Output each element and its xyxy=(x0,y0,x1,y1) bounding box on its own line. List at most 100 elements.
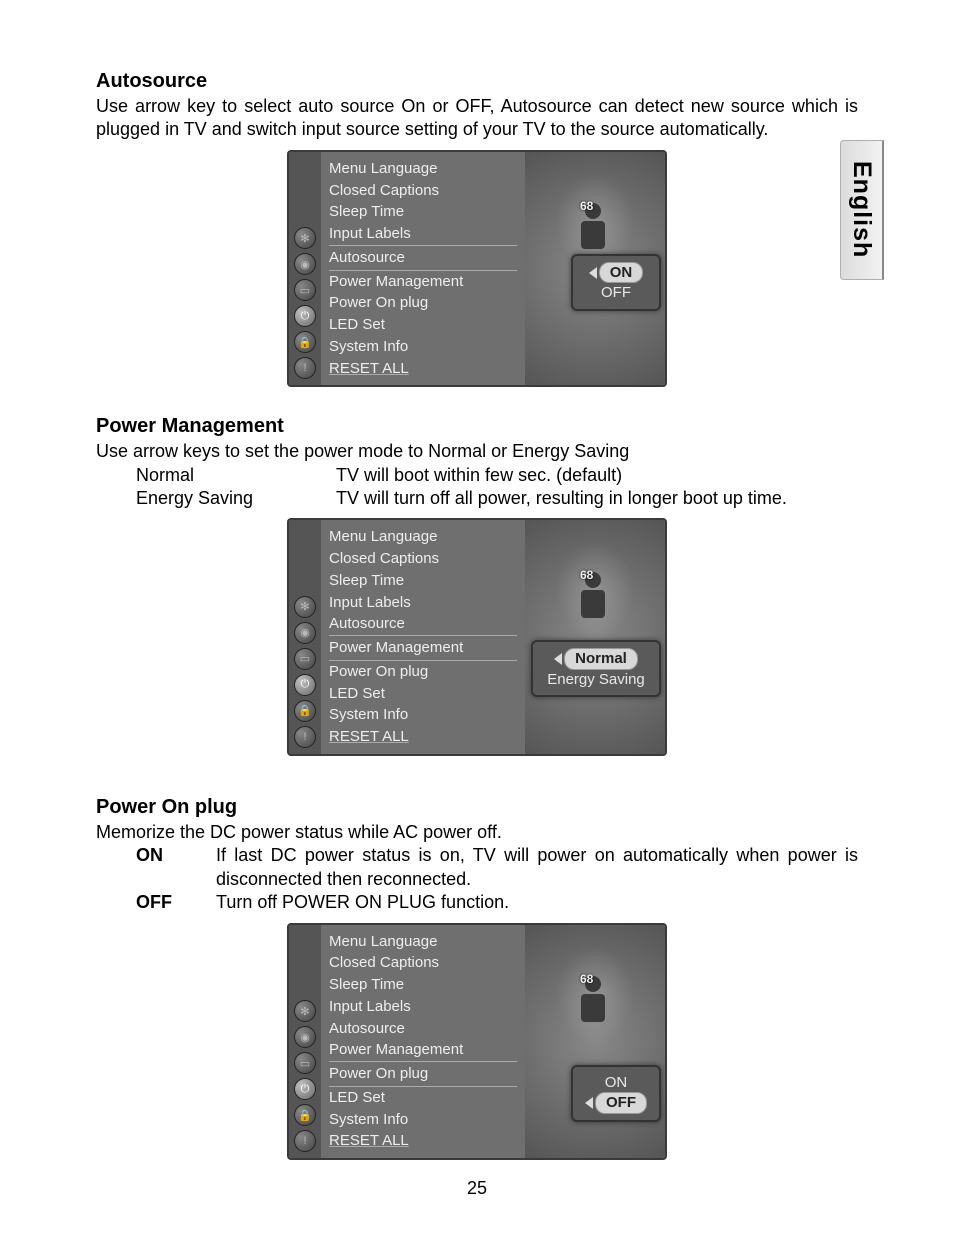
def-text: If last DC power status is on, TV will p… xyxy=(216,844,858,891)
preview-player-number: 68 xyxy=(580,568,593,582)
osd-menu-item[interactable]: Power Management xyxy=(329,1039,517,1061)
osd-menu-item[interactable]: RESET ALL xyxy=(329,1130,517,1152)
osd-autosource: ✻◉▭⏻🔒!Menu LanguageClosed CaptionsSleep … xyxy=(287,150,667,388)
section-power-on-plug: Power On plug Memorize the DC power stat… xyxy=(96,796,858,1160)
osd-menu-item[interactable]: Power On plug xyxy=(329,1061,517,1087)
osd-option-panel: ONOFF xyxy=(571,254,661,311)
osd-menu-item[interactable]: LED Set xyxy=(329,1087,517,1109)
section-autosource: Autosource Use arrow key to select auto … xyxy=(96,70,858,387)
osd-menu-item[interactable]: RESET ALL xyxy=(329,358,517,380)
osd-option-panel: ONOFF xyxy=(571,1065,661,1122)
osd-category-icon[interactable]: 🔒 xyxy=(294,331,316,353)
osd-option[interactable]: Energy Saving xyxy=(539,670,653,690)
def-label: OFF xyxy=(136,891,216,914)
def-row: Energy Saving TV will turn off all power… xyxy=(136,487,858,510)
osd-icon-column: ✻ ◉ ▭ ⏻ 🔒! xyxy=(289,520,321,754)
osd-menu-item[interactable]: Menu Language xyxy=(329,526,517,548)
osd-option-selected[interactable]: Normal xyxy=(564,648,638,670)
osd-category-icon[interactable]: ◉ xyxy=(294,253,316,275)
def-row: Normal TV will boot within few sec. (def… xyxy=(136,464,858,487)
osd-menu-item[interactable]: Autosource xyxy=(329,245,517,271)
def-row: ON If last DC power status is on, TV wil… xyxy=(136,844,858,891)
osd-option-selected[interactable]: OFF xyxy=(595,1092,647,1114)
osd-menu-list: Menu LanguageClosed CaptionsSleep TimeIn… xyxy=(321,925,525,1159)
def-label: Energy Saving xyxy=(136,487,336,510)
osd-menu-list: Menu LanguageClosed CaptionsSleep TimeIn… xyxy=(321,152,525,386)
heading-autosource: Autosource xyxy=(96,70,858,93)
osd-category-icon[interactable]: ▭ xyxy=(294,648,316,670)
osd-menu-item[interactable]: System Info xyxy=(329,1109,517,1131)
def-row: OFF Turn off POWER ON PLUG function. xyxy=(136,891,858,914)
body-autosource: Use arrow key to select auto source On o… xyxy=(96,95,858,142)
osd-menu-item[interactable]: Input Labels xyxy=(329,592,517,614)
osd-menu-item[interactable]: Power Management xyxy=(329,271,517,293)
osd-icon-column: ✻ ◉ ▭ ⏻ 🔒! xyxy=(289,925,321,1159)
language-tab: English xyxy=(840,140,884,280)
osd-menu-item[interactable]: RESET ALL xyxy=(329,726,517,748)
osd-power-mgmt: ✻◉▭⏻🔒!Menu LanguageClosed CaptionsSleep … xyxy=(287,518,667,756)
def-text: TV will boot within few sec. (default) xyxy=(336,464,858,487)
osd-menu-item[interactable]: Sleep Time xyxy=(329,570,517,592)
def-text: TV will turn off all power, resulting in… xyxy=(336,487,858,510)
osd-category-icon[interactable]: ▭ xyxy=(294,279,316,301)
osd-menu-item[interactable]: Autosource xyxy=(329,613,517,635)
osd-option-panel: NormalEnergy Saving xyxy=(531,640,661,697)
osd-option-selected[interactable]: ON xyxy=(599,262,644,284)
preview-player-number: 68 xyxy=(580,199,593,213)
osd-option[interactable]: ON xyxy=(579,1073,653,1093)
osd-category-icon[interactable]: ✻ xyxy=(294,227,316,249)
osd-category-icon[interactable]: ✻ xyxy=(294,596,316,618)
osd-menu-item[interactable]: Input Labels xyxy=(329,223,517,245)
osd-menu-item[interactable]: Closed Captions xyxy=(329,952,517,974)
osd-category-icon[interactable]: ! xyxy=(294,726,316,748)
heading-power-on-plug: Power On plug xyxy=(96,796,858,819)
osd-menu-item[interactable]: Autosource xyxy=(329,1018,517,1040)
osd-menu-item[interactable]: Sleep Time xyxy=(329,201,517,223)
heading-power-mgmt: Power Management xyxy=(96,415,858,438)
osd-menu-item[interactable]: Power Management xyxy=(329,635,517,661)
def-label: ON xyxy=(136,844,216,891)
osd-category-icon[interactable]: ✻ xyxy=(294,1000,316,1022)
osd-category-icon[interactable]: ◉ xyxy=(294,622,316,644)
left-arrow-icon xyxy=(585,1097,593,1109)
osd-menu-item[interactable]: Menu Language xyxy=(329,931,517,953)
def-text: Turn off POWER ON PLUG function. xyxy=(216,891,858,914)
osd-option[interactable]: OFF xyxy=(579,283,653,303)
language-tab-label: English xyxy=(847,161,876,258)
osd-preview-image: 68 xyxy=(525,925,665,1159)
osd-category-icon[interactable]: 🔒 xyxy=(294,1104,316,1126)
osd-category-icon[interactable]: ! xyxy=(294,357,316,379)
osd-menu-item[interactable]: Power On plug xyxy=(329,292,517,314)
page-number: 25 xyxy=(0,1178,954,1199)
osd-menu-item[interactable]: System Info xyxy=(329,704,517,726)
osd-category-icon[interactable]: ▭ xyxy=(294,1052,316,1074)
osd-category-icon[interactable]: ⏻ xyxy=(294,305,316,327)
osd-menu-item[interactable]: Closed Captions xyxy=(329,180,517,202)
osd-menu-item[interactable]: Sleep Time xyxy=(329,974,517,996)
osd-menu-item[interactable]: LED Set xyxy=(329,314,517,336)
osd-preview-column: 68 NormalEnergy Saving xyxy=(525,520,665,754)
osd-preview-column: 68 ONOFF xyxy=(525,152,665,386)
osd-category-icon[interactable]: ◉ xyxy=(294,1026,316,1048)
defs-power-on-plug: ON If last DC power status is on, TV wil… xyxy=(136,844,858,914)
osd-menu-item[interactable]: Input Labels xyxy=(329,996,517,1018)
body-power-mgmt: Use arrow keys to set the power mode to … xyxy=(96,440,858,463)
osd-preview-column: 68ONOFF xyxy=(525,925,665,1159)
body-power-on-plug: Memorize the DC power status while AC po… xyxy=(96,821,858,844)
osd-icon-column: ✻ ◉ ▭ ⏻ 🔒! xyxy=(289,152,321,386)
left-arrow-icon xyxy=(554,653,562,665)
def-label: Normal xyxy=(136,464,336,487)
osd-category-icon[interactable]: ! xyxy=(294,1130,316,1152)
osd-menu-item[interactable]: Closed Captions xyxy=(329,548,517,570)
osd-menu-item[interactable]: System Info xyxy=(329,336,517,358)
osd-category-icon[interactable]: 🔒 xyxy=(294,700,316,722)
section-power-mgmt: Power Management Use arrow keys to set t… xyxy=(96,415,858,756)
osd-category-icon[interactable]: ⏻ xyxy=(294,674,316,696)
osd-menu-list: Menu LanguageClosed CaptionsSleep TimeIn… xyxy=(321,520,525,754)
osd-power-on-plug: ✻◉▭⏻🔒!Menu LanguageClosed CaptionsSleep … xyxy=(287,923,667,1161)
defs-power-mgmt: Normal TV will boot within few sec. (def… xyxy=(136,464,858,511)
osd-menu-item[interactable]: LED Set xyxy=(329,683,517,705)
osd-category-icon[interactable]: ⏻ xyxy=(294,1078,316,1100)
osd-menu-item[interactable]: Power On plug xyxy=(329,661,517,683)
osd-menu-item[interactable]: Menu Language xyxy=(329,158,517,180)
